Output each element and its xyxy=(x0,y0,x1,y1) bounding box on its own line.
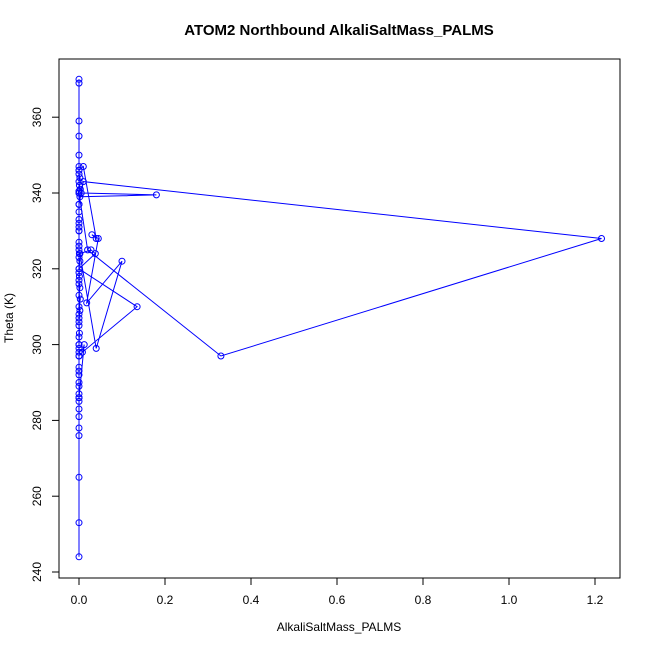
y-axis-label: Theta (K) xyxy=(2,293,16,343)
data-point xyxy=(75,379,83,386)
data-point xyxy=(76,295,84,303)
plot-area xyxy=(75,75,605,561)
data-point xyxy=(75,397,83,405)
data-point xyxy=(75,253,83,261)
data-point xyxy=(75,432,83,440)
y-tick-label: 280 xyxy=(30,410,44,430)
data-point xyxy=(76,185,84,193)
data-point xyxy=(75,341,83,349)
data-point xyxy=(77,189,85,197)
data-point xyxy=(84,246,92,254)
data-point xyxy=(75,280,83,288)
data-point xyxy=(75,473,83,481)
data-point xyxy=(118,257,126,265)
data-point xyxy=(92,344,100,352)
data-point xyxy=(75,181,83,189)
data-point xyxy=(92,235,100,242)
y-tick-label: 300 xyxy=(30,334,44,354)
data-point xyxy=(76,284,84,292)
data-point xyxy=(75,394,83,402)
data-point xyxy=(75,189,83,197)
data-point xyxy=(75,242,83,250)
data-point xyxy=(75,227,83,235)
data-point xyxy=(152,191,160,199)
data-point xyxy=(75,390,83,398)
data-point xyxy=(217,352,225,360)
data-point xyxy=(91,250,99,258)
data-point xyxy=(133,303,141,311)
data-point xyxy=(75,223,83,231)
data-point xyxy=(75,219,83,227)
data-point xyxy=(75,265,83,273)
data-point xyxy=(75,424,83,432)
data-point xyxy=(75,329,83,337)
x-tick-label: 0.6 xyxy=(329,593,346,607)
data-point xyxy=(598,235,605,242)
data-point xyxy=(75,348,83,356)
data-point xyxy=(88,231,96,239)
y-tick-label: 260 xyxy=(30,486,44,506)
y-tick-label: 340 xyxy=(30,183,44,203)
x-tick-label: 1.2 xyxy=(587,593,604,607)
y-tick-label: 320 xyxy=(30,258,44,278)
data-point xyxy=(75,382,83,390)
data-point xyxy=(75,163,83,170)
x-axis-label: AlkaliSaltMass_PALMS xyxy=(277,620,402,634)
y-tick-label: 240 xyxy=(30,562,44,582)
data-point xyxy=(75,151,83,159)
x-tick-label: 0.2 xyxy=(157,593,174,607)
data-point xyxy=(75,363,83,371)
x-tick-label: 0.8 xyxy=(415,593,432,607)
plot-frame xyxy=(58,58,621,579)
data-point xyxy=(76,250,84,258)
data-point xyxy=(75,117,83,125)
data-point xyxy=(75,553,83,561)
data-point xyxy=(75,269,83,277)
data-point xyxy=(75,132,83,140)
x-tick-label: 0.0 xyxy=(71,593,88,607)
data-point xyxy=(75,367,83,375)
x-tick-label: 1.0 xyxy=(501,593,518,607)
y-axis: 240 260 280 300 320 340 360 xyxy=(30,107,60,582)
data-point xyxy=(75,200,83,208)
data-point xyxy=(75,75,83,83)
data-point xyxy=(75,79,83,87)
data-point xyxy=(75,322,83,330)
data-point xyxy=(76,307,84,314)
data-point xyxy=(75,166,83,174)
data-point xyxy=(75,310,83,318)
data-point xyxy=(75,413,83,421)
data-point xyxy=(75,170,83,178)
y-tick-label: 360 xyxy=(30,107,44,127)
data-point xyxy=(75,303,83,311)
data-point xyxy=(94,235,102,242)
data-point xyxy=(75,238,83,246)
data-point xyxy=(76,257,84,265)
data-point xyxy=(75,371,83,379)
data-point xyxy=(87,246,95,254)
series-line xyxy=(78,79,602,557)
data-point xyxy=(75,352,83,360)
data-point xyxy=(75,405,83,413)
data-point xyxy=(75,276,83,284)
data-point xyxy=(83,299,91,307)
data-point xyxy=(79,178,87,186)
x-tick-label: 0.4 xyxy=(243,593,260,607)
data-point xyxy=(75,291,83,299)
data-point xyxy=(75,318,83,326)
data-point xyxy=(75,208,83,216)
data-point xyxy=(75,314,83,322)
data-point xyxy=(80,341,88,349)
data-point xyxy=(75,246,83,254)
x-axis: 0.0 0.2 0.4 0.6 0.8 1.0 1.2 xyxy=(71,577,604,607)
data-point xyxy=(79,163,87,170)
data-point xyxy=(75,519,83,527)
data-point xyxy=(75,216,83,223)
chart-title: ATOM2 Northbound AlkaliSaltMass_PALMS xyxy=(184,22,493,39)
data-point xyxy=(75,272,83,280)
data-point xyxy=(75,178,83,186)
data-point xyxy=(75,333,83,341)
